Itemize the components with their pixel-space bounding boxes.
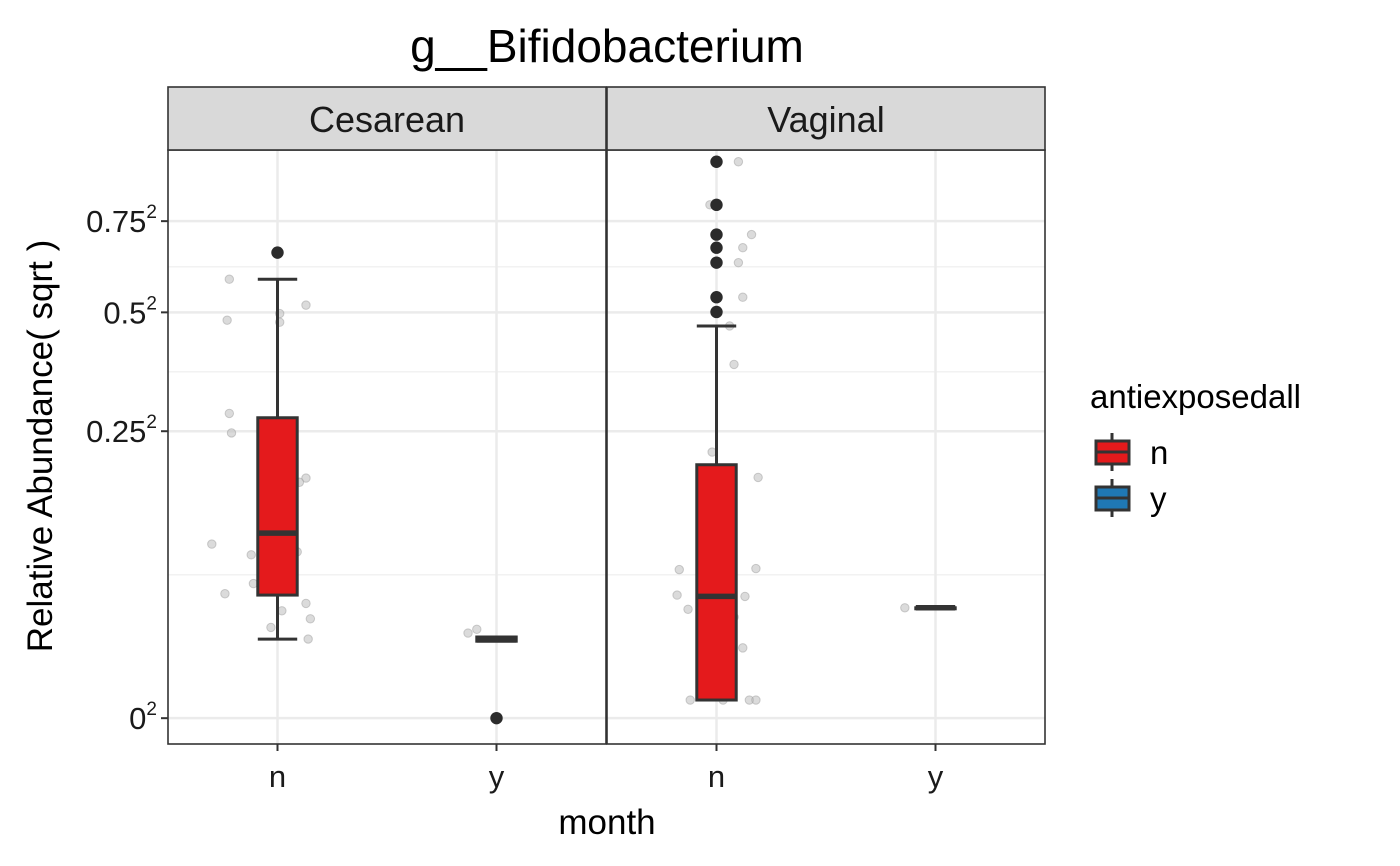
jitter-point: [301, 473, 311, 483]
jitter-point: [900, 603, 910, 613]
jitter-point: [738, 643, 748, 653]
jitter-point: [220, 589, 230, 599]
outlier-point: [710, 198, 723, 212]
jitter-point: [738, 243, 748, 253]
jitter-point: [674, 564, 684, 575]
jitter-point: [226, 428, 237, 438]
jitter-point: [753, 472, 763, 483]
panel-background: [168, 150, 606, 744]
chart-title: g__Bifidobacterium: [410, 20, 804, 72]
jitter-point: [733, 157, 744, 167]
x-tick-label: n: [708, 759, 725, 794]
jitter-point: [266, 622, 276, 633]
box-cesarean-y: [463, 624, 518, 725]
box-body: [256, 416, 299, 597]
x-tick-label: y: [489, 759, 505, 794]
outlier-point: [271, 246, 284, 259]
jitter-point: [729, 359, 739, 370]
jitter-point: [301, 598, 311, 609]
jitter-point: [672, 590, 682, 600]
y-axis-title: Relative Abundance( sqrt ): [21, 240, 60, 652]
legend: antiexposedall ny: [1090, 378, 1301, 517]
jitter-point: [303, 634, 313, 644]
outlier-point: [710, 241, 723, 254]
facet-cesarean: Cesarean n y: [167, 86, 607, 794]
outlier-point: [710, 256, 723, 269]
jitter-point: [685, 695, 695, 705]
jitter-point: [472, 624, 482, 634]
jitter-point: [222, 315, 232, 325]
legend-label: y: [1150, 480, 1167, 517]
jitter-point: [740, 591, 750, 602]
outlier-point: [490, 711, 503, 725]
outlier-point: [710, 305, 723, 319]
jitter-point: [683, 604, 693, 614]
y-axis: 02 0.252 0.52 0.752: [86, 202, 168, 736]
panel-background: [607, 150, 1045, 744]
jitter-point: [246, 550, 256, 560]
box-cesarean-n: [207, 246, 316, 644]
x-axis-title: month: [558, 803, 655, 842]
legend-title: antiexposedall: [1090, 378, 1301, 415]
jitter-point: [305, 614, 316, 624]
jitter-point: [738, 292, 748, 302]
facet-panels: Cesarean n y Vaginal n y: [167, 86, 1046, 794]
outlier-point: [710, 228, 723, 241]
jitter-point: [224, 274, 235, 284]
box-vaginal-y: [900, 603, 957, 613]
legend-label: n: [1150, 434, 1168, 471]
jitter-point: [301, 300, 311, 310]
outlier-point: [710, 155, 723, 168]
box-vaginal-n: [672, 155, 763, 705]
legend-key-y: y: [1094, 479, 1167, 517]
y-tick-label: 0.252: [86, 412, 157, 449]
box-body: [695, 463, 738, 702]
legend-key-n: n: [1094, 433, 1168, 471]
jitter-point: [224, 408, 235, 419]
facet-vaginal: Vaginal n y: [606, 86, 1046, 794]
y-tick-label: 0.52: [103, 293, 157, 330]
facet-strip-label: Vaginal: [767, 99, 884, 140]
legend-keys: ny: [1094, 433, 1168, 517]
facet-strip: [167, 86, 607, 151]
jitter-point: [207, 539, 217, 549]
outlier-point: [710, 291, 723, 304]
jitter-point: [746, 229, 757, 240]
x-tick-label: y: [928, 759, 944, 794]
jitter-point: [733, 257, 744, 268]
y-tick-label: 0.752: [86, 202, 157, 239]
facet-strip-label: Cesarean: [309, 99, 465, 140]
jitter-point: [751, 695, 761, 705]
x-tick-label: n: [269, 759, 286, 794]
jitter-point: [463, 628, 473, 638]
jitter-point: [751, 563, 761, 574]
y-tick-label: 02: [129, 699, 157, 736]
facet-strip: [606, 86, 1046, 151]
